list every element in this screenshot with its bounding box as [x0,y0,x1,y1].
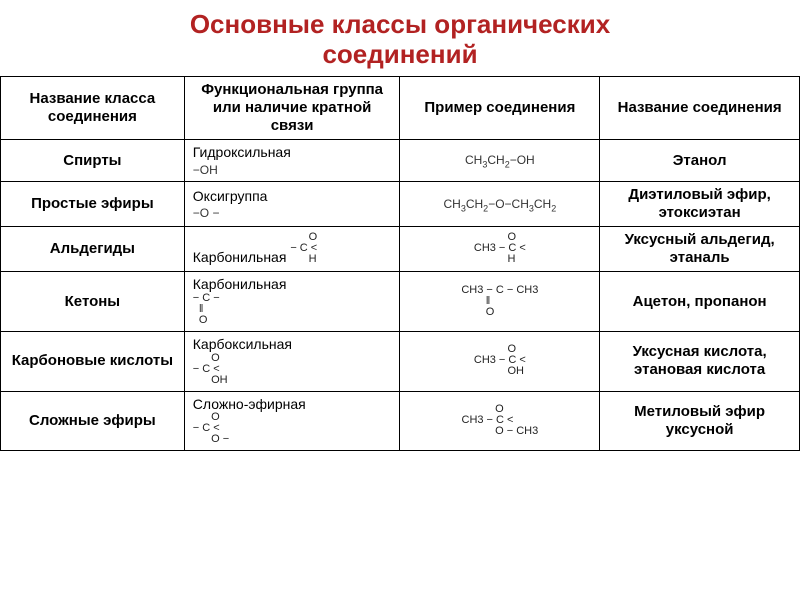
example-struct: CH3 − C − CH3 ‖ O [461,285,538,318]
col-header-example: Пример соединения [400,76,600,139]
compound-name: Уксусный альдегид, этаналь [625,231,775,266]
compound-name: Этанол [673,152,727,169]
class-name: Простые эфиры [31,195,154,212]
fg-name: Оксигруппа [193,188,268,204]
example-struct: O CH3 − C < O − CH3 [462,404,539,437]
table-row: Сложные эфиры Сложно-эфирная O − C < O −… [1,391,800,451]
class-name: Карбоновые кислоты [12,352,173,369]
col-header-class: Название класса соединения [1,76,185,139]
compound-name: Метиловый эфир уксусной [634,403,765,438]
table-row: Кетоны Карбонильная − C − ‖ O CH3 − C − … [1,272,800,332]
fg-struct: O − C < O − [193,412,229,445]
table-row: Карбоновые кислоты Карбоксильная O − C <… [1,331,800,391]
compound-name: Уксусная кислота, этановая кислота [633,343,767,378]
title-line-2: соединений [322,39,477,69]
col-header-name: Название соединения [600,76,800,139]
fg-struct: − C − ‖ O [193,293,220,326]
compounds-table: Название класса соединения Функциональна… [0,76,800,451]
fg-name: Сложно-эфирная [193,396,306,412]
fg-name: Карбоксильная [193,336,292,352]
fg-struct: O − C < OH [193,353,228,386]
fg-formula: −OH [193,163,218,177]
fg-struct: O − C < H [290,232,317,265]
table-header-row: Название класса соединения Функциональна… [1,76,800,139]
example-formula: CH3CH2−O−CH3CH2 [443,197,556,214]
compound-name: Ацетон, пропанон [633,293,767,310]
table-row: Простые эфиры Оксигруппа −O − CH3CH2−O−C… [1,182,800,227]
compound-name: Диэтиловый эфир, этоксиэтан [628,186,770,221]
fg-name: Гидроксильная [193,144,291,160]
fg-name: Карбонильная [193,249,287,265]
example-struct: O CH3 − C < H [474,232,526,265]
page-title: Основные классы органических соединений [0,0,800,76]
table-row: Спирты Гидроксильная −OH CH3CH2−OH Этано… [1,139,800,182]
class-name: Сложные эфиры [29,412,156,429]
fg-formula: −O − [193,206,220,220]
col-header-fg: Функциональная группа или наличие кратно… [184,76,400,139]
class-name: Альдегиды [50,240,135,257]
example-struct: O CH3 − C < OH [474,344,526,377]
class-name: Кетоны [65,293,120,310]
table-row: Альдегиды Карбонильная O − C < H O CH3 −… [1,227,800,272]
example-formula: CH3CH2−OH [465,153,535,170]
class-name: Спирты [63,152,121,169]
title-line-1: Основные классы органических [190,9,610,39]
fg-name: Карбонильная [193,276,287,292]
